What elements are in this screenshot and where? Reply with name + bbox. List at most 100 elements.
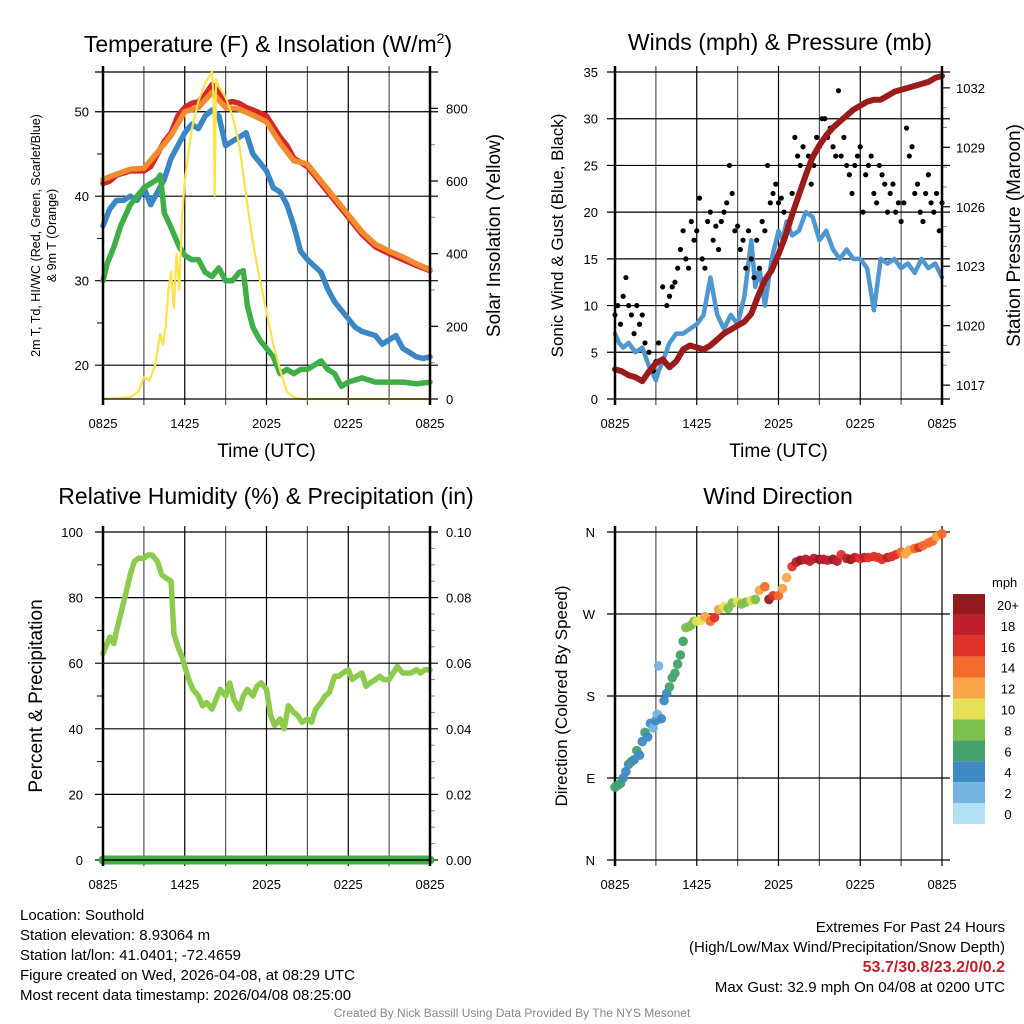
- y-tick-label: 100: [61, 525, 83, 540]
- gust-point: [800, 144, 806, 150]
- gust-point: [833, 153, 839, 159]
- gust-point: [770, 190, 776, 197]
- extremes-panel: Extremes For Past 24 Hours (High/Low/Max…: [689, 918, 1005, 998]
- gust-point: [775, 200, 782, 206]
- legend-label: 10: [1001, 703, 1015, 718]
- x-tick-label: 2025: [764, 877, 793, 892]
- gust-point: [936, 228, 942, 234]
- legend-swatch: [953, 594, 985, 615]
- x-tick-label: 0825: [416, 416, 445, 431]
- y-tick-label: 5: [591, 345, 598, 360]
- extremes-values: 53.7/30.8/23.2/0/0.2: [862, 959, 1005, 976]
- y-axis-label: Direction (Colored By Speed): [552, 585, 571, 806]
- y-tick-label: 35: [584, 65, 598, 80]
- gust-point: [846, 172, 852, 178]
- gust-point: [672, 279, 678, 285]
- gust-point: [933, 190, 940, 197]
- gust-point: [756, 265, 763, 271]
- gust-point: [841, 134, 847, 140]
- gust-point: [893, 209, 899, 215]
- gust-point: [743, 265, 749, 271]
- y-tick-label: 50: [75, 105, 89, 120]
- legend-swatch: [953, 761, 985, 783]
- gust-point: [713, 223, 719, 229]
- legend-label: 16: [1001, 640, 1015, 655]
- gust-point: [669, 284, 675, 290]
- gust-point: [683, 256, 689, 262]
- direction-point: [659, 695, 669, 706]
- gust-point: [729, 190, 735, 197]
- gust-point: [623, 274, 629, 281]
- direction-point: [664, 682, 675, 692]
- legend-swatch: [953, 803, 985, 824]
- y2-tick-label: 0.00: [446, 853, 471, 868]
- y-tick-label: 30: [584, 112, 598, 127]
- gust-point: [737, 246, 743, 253]
- gust-point: [642, 340, 648, 346]
- y2-axis-label: Station Pressure (Maroon): [1004, 124, 1024, 347]
- winds-chart: Winds (mph) & Pressure (mb) 0825 1425 2025 0…: [548, 29, 1024, 462]
- x-tick-label: 1425: [170, 877, 199, 892]
- chart-title: Winds (mph) & Pressure (mb): [628, 29, 932, 55]
- legend-label: 0: [1004, 807, 1011, 822]
- direction-point: [621, 766, 631, 777]
- chart-title: Temperature (F) & Insolation (W/m2): [84, 30, 452, 57]
- gust-point: [792, 134, 798, 140]
- gust-point: [903, 125, 910, 131]
- y2-axis-label: Solar Insolation (Yellow): [484, 134, 505, 337]
- y-tick-label: 10: [584, 299, 598, 314]
- gust-point: [797, 162, 803, 169]
- latlon-text: Station lat/lon: 41.0401; -72.4659: [20, 947, 242, 964]
- y-axis-label-group: Sonic Wind & Gust (Blue, Black): [548, 114, 567, 358]
- series-sustained-wind: [612, 209, 945, 383]
- gust-point: [887, 190, 893, 197]
- legend-swatch: [953, 656, 985, 678]
- gust-point: [925, 172, 931, 178]
- y2-tick-label: 0.08: [446, 591, 471, 606]
- gust-point: [890, 181, 896, 187]
- gust-point: [702, 265, 708, 271]
- gust-point: [745, 228, 752, 234]
- y-axis-label-line2: & 9m T (Orange): [45, 189, 59, 282]
- y-tick-label: N: [586, 525, 595, 540]
- gust-point: [773, 181, 779, 187]
- gust-point: [822, 116, 828, 122]
- gust-point: [617, 321, 624, 327]
- direction-point: [670, 668, 680, 679]
- gust-point: [636, 321, 643, 327]
- y-tick-label: W: [583, 607, 596, 622]
- y-tick-label: 40: [75, 189, 89, 204]
- legend-label: 4: [1004, 765, 1011, 780]
- x-tick-label: 2025: [764, 416, 793, 431]
- gust-point: [931, 209, 937, 215]
- gust-point: [830, 144, 836, 150]
- gust-point: [857, 144, 863, 150]
- gust-point: [876, 162, 882, 169]
- y-tick-label: N: [586, 853, 595, 868]
- y2-axis-label-group: Station Pressure (Maroon): [1004, 124, 1024, 347]
- y2-tick-label: 0.04: [446, 722, 471, 737]
- direction-point: [773, 590, 784, 601]
- y-tick-label: E: [586, 771, 595, 786]
- extremes-subtitle: (High/Low/Max Wind/Precipitation/Snow De…: [689, 939, 1005, 956]
- x-tick-label: 0825: [928, 416, 957, 431]
- gust-point: [631, 331, 637, 337]
- gust-point: [906, 153, 912, 159]
- gust-point: [912, 190, 918, 197]
- x-tick-label: 2025: [252, 877, 281, 892]
- elevation-text: Station elevation: 8.93064 m: [20, 927, 211, 944]
- humidity-chart: Relative Humidity (%) & Precipitation (i…: [26, 483, 474, 892]
- x-tick-label: 0825: [601, 416, 630, 431]
- gust-point: [620, 293, 626, 299]
- y-tick-label: 20: [69, 787, 83, 802]
- gust-point: [639, 312, 645, 318]
- location-text: Location: Southold: [20, 907, 145, 924]
- gust-point: [726, 162, 733, 169]
- x-tick-label: 1425: [682, 416, 711, 431]
- y-tick-label: 0: [591, 392, 598, 407]
- series-heat-index-wind-chill: [100, 107, 433, 362]
- gust-point: [664, 302, 670, 309]
- legend-swatch: [953, 635, 985, 657]
- gust-point: [626, 302, 632, 309]
- gust-point: [765, 162, 771, 169]
